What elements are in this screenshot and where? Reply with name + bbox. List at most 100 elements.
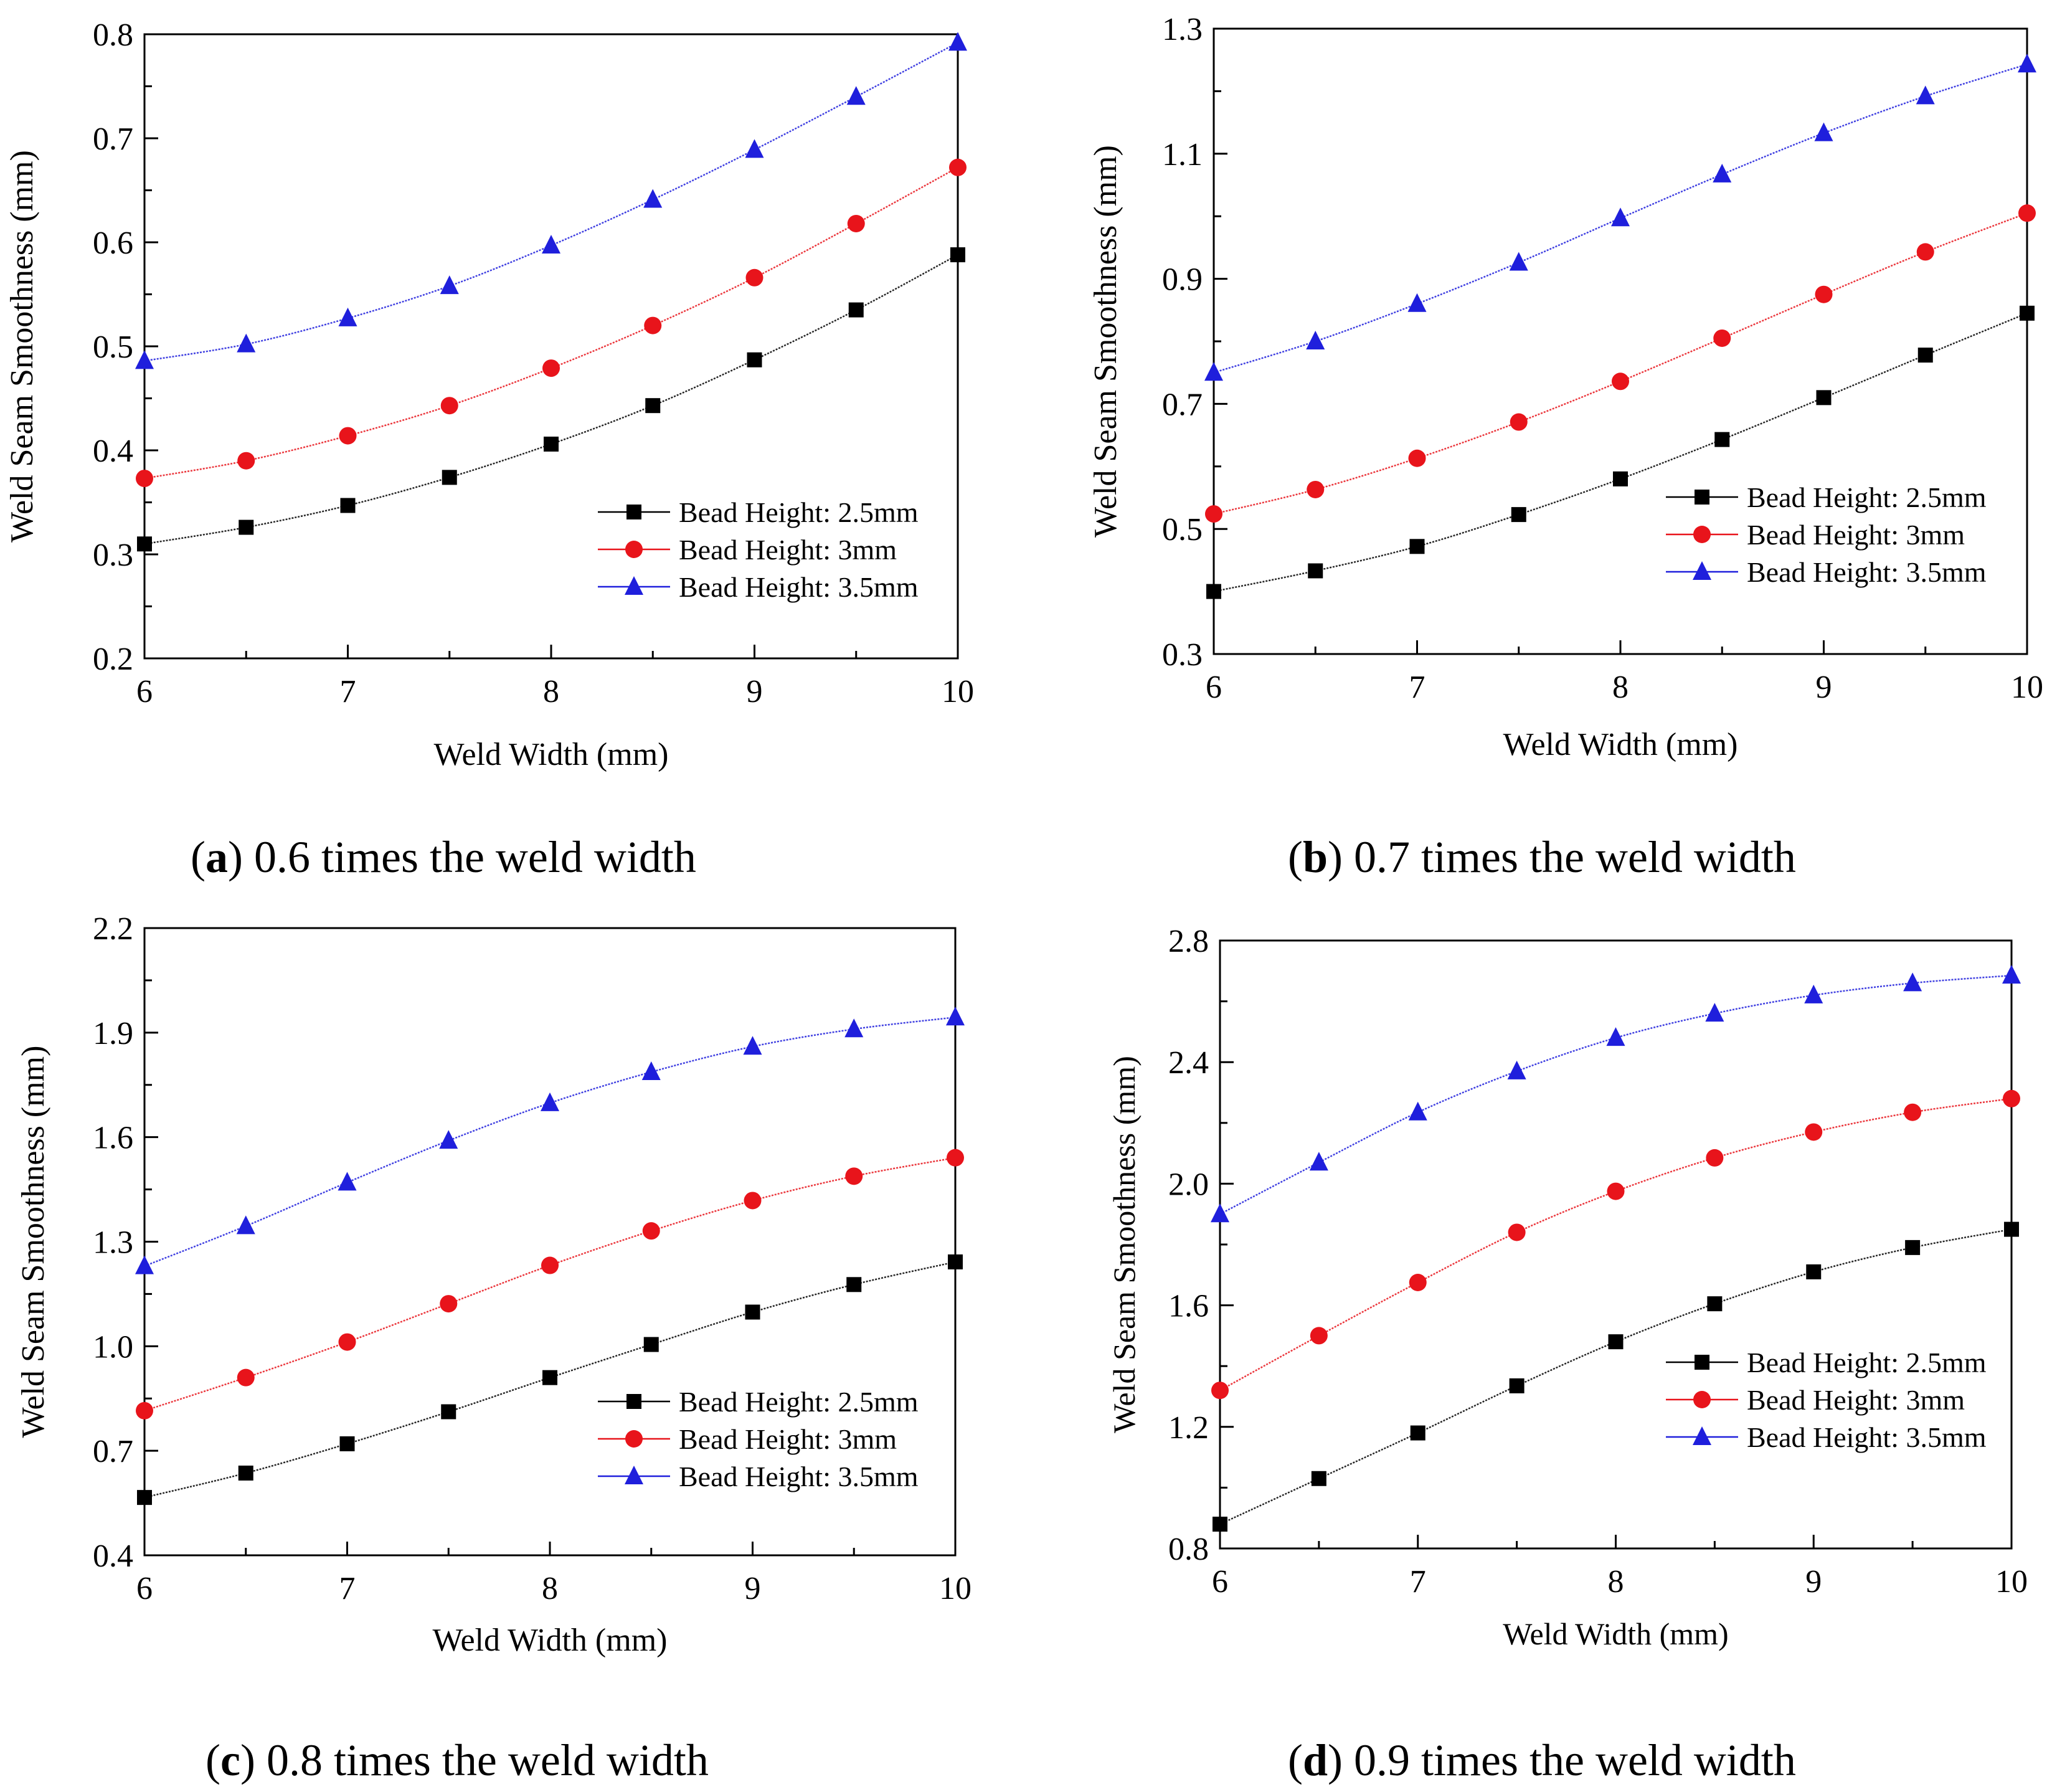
data-point-triangle — [1408, 1101, 1427, 1121]
data-point-circle — [1612, 372, 1629, 391]
data-point-circle — [745, 268, 763, 287]
y-axis-label: Weld Seam Smoothness (mm) — [16, 1046, 51, 1438]
x-tick-label: 10 — [942, 674, 974, 709]
series-line-2 — [144, 166, 958, 480]
y-tick-label: 0.5 — [93, 329, 133, 365]
x-tick-label: 9 — [745, 1571, 761, 1606]
y-tick-label: 2.8 — [1168, 924, 1209, 959]
data-point-triangle — [1814, 122, 1833, 141]
y-tick-label: 0.6 — [93, 225, 133, 261]
data-point-square — [1308, 563, 1323, 579]
data-point-triangle — [946, 1007, 965, 1026]
data-point-square — [544, 436, 559, 452]
data-point-triangle — [1306, 331, 1325, 349]
data-point-square — [340, 498, 356, 513]
data-point-square — [745, 1304, 760, 1320]
data-point-circle — [1211, 1382, 1229, 1400]
data-point-triangle — [1916, 85, 1935, 105]
data-point-triangle — [844, 1018, 864, 1038]
y-tick-label: 1.1 — [1162, 137, 1203, 173]
data-point-triangle — [643, 189, 663, 208]
legend-marker-square — [1695, 490, 1709, 505]
x-axis-label: Weld Width (mm) — [434, 737, 669, 772]
data-point-square — [2004, 1221, 2019, 1237]
legend-marker-circle — [625, 541, 643, 558]
caption-a: (a) 0.6 times the weld width — [191, 832, 696, 882]
legend-marker-triangle — [625, 576, 643, 595]
data-point-triangle — [439, 1130, 458, 1149]
data-point-triangle — [745, 139, 764, 158]
data-point-triangle — [135, 350, 154, 369]
series-line-1 — [144, 1261, 956, 1499]
data-point-triangle — [1606, 1027, 1625, 1046]
x-tick-label: 7 — [339, 1571, 356, 1606]
x-tick-label: 8 — [542, 1571, 558, 1606]
data-point-square — [846, 1277, 862, 1292]
legend-marker-circle — [1693, 526, 1711, 543]
data-point-triangle — [1309, 1152, 1328, 1171]
data-point-circle — [947, 1149, 964, 1167]
data-point-square — [1714, 432, 1730, 447]
y-tick-label: 2.0 — [1168, 1167, 1209, 1202]
data-point-triangle — [440, 275, 459, 295]
y-tick-label: 1.6 — [93, 1121, 133, 1156]
x-tick-label: 7 — [1409, 670, 1425, 705]
data-point-square — [238, 1465, 253, 1481]
data-point-square — [1511, 507, 1526, 523]
x-tick-label: 9 — [747, 674, 763, 709]
data-point-triangle — [135, 1255, 154, 1274]
data-point-circle — [644, 316, 662, 334]
data-point-circle — [2018, 204, 2036, 222]
data-point-circle — [440, 397, 458, 415]
data-point-circle — [1408, 449, 1426, 467]
legend-label: Bead Height: 2.5mm — [679, 496, 919, 528]
x-tick-label: 6 — [1206, 670, 1222, 705]
data-point-square — [339, 1436, 355, 1451]
chart-panel-c: 6 7 8 9 10 0.4 0.7 1.0 1.3 1.6 1.9 2.2 Weld Width (m… — [16, 911, 971, 1658]
x-tick-label: 8 — [1608, 1564, 1624, 1600]
y-tick-label: 0.8 — [93, 17, 133, 53]
data-point-circle — [1508, 1223, 1526, 1241]
data-point-triangle — [2018, 54, 2036, 73]
chart-panel-d: 6 7 8 9 10 0.8 1.2 1.6 2.0 2.4 2.8 Weld Width (mm) W… — [1107, 924, 2028, 1651]
data-point-circle — [1805, 1123, 1823, 1141]
y-tick-label: 1.2 — [1168, 1410, 1209, 1446]
series-line-3 — [1219, 974, 2012, 1215]
y-tick-label: 2.4 — [1168, 1045, 1209, 1081]
legend-marker-square — [1695, 1355, 1709, 1370]
data-point-circle — [237, 1368, 255, 1387]
data-point-triangle — [2002, 965, 2021, 984]
y-axis-label: Weld Seam Smoothness (mm) — [1088, 145, 1123, 538]
data-point-circle — [1307, 480, 1325, 498]
x-tick-label: 10 — [939, 1571, 971, 1606]
data-point-circle — [1815, 285, 1833, 303]
legend-label: Bead Height: 3.5mm — [679, 1461, 919, 1492]
data-point-square — [747, 352, 762, 367]
data-point-circle — [237, 452, 255, 470]
data-point-square — [948, 1254, 963, 1269]
x-tick-label: 7 — [1410, 1564, 1426, 1600]
x-tick-label: 8 — [543, 674, 559, 709]
data-point-square — [848, 302, 864, 318]
y-axis-label: Weld Seam Smoothness (mm) — [4, 150, 40, 543]
y-tick-label: 1.3 — [1162, 12, 1203, 47]
y-tick-label: 0.9 — [1162, 262, 1203, 298]
data-point-triangle — [948, 32, 967, 51]
y-tick-label: 0.3 — [93, 538, 133, 573]
data-point-square — [643, 1337, 659, 1352]
data-point-circle — [642, 1222, 660, 1240]
data-point-square — [950, 247, 965, 263]
data-point-triangle — [1705, 1003, 1724, 1022]
data-point-square — [137, 1490, 152, 1505]
legend-marker-square — [626, 505, 641, 519]
y-tick-label: 1.6 — [1168, 1289, 1209, 1324]
y-tick-label: 1.9 — [93, 1016, 133, 1051]
legend-label: Bead Height: 3.5mm — [1747, 1421, 1987, 1453]
x-tick-label: 7 — [340, 674, 356, 709]
legend-marker-circle — [1693, 1391, 1711, 1408]
data-point-square — [1917, 348, 1933, 363]
data-point-square — [1613, 471, 1628, 486]
y-tick-label: 0.4 — [93, 1538, 133, 1574]
data-point-triangle — [542, 235, 560, 254]
data-point-circle — [1713, 329, 1731, 347]
